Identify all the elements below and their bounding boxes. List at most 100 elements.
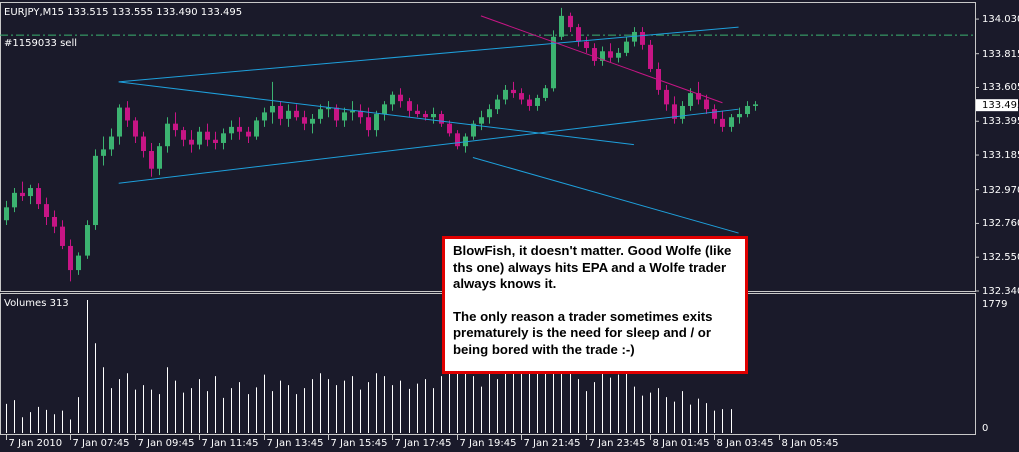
candle-body [398, 94, 403, 102]
candle-body [487, 109, 492, 118]
candle-body [133, 120, 138, 137]
candle [495, 94, 500, 115]
candle-body [648, 44, 653, 69]
candle-body [350, 110, 355, 113]
candle-body [165, 123, 170, 147]
candle [189, 130, 194, 153]
candle-body [672, 104, 677, 119]
candle [28, 184, 33, 205]
time-tick-label: 7 Jan 07:45 [72, 438, 130, 449]
candle-body [117, 107, 122, 137]
candle-body [431, 114, 436, 118]
note-paragraph-1: BlowFish, it doesn't matter. Good Wolfe … [453, 243, 732, 291]
candle-body [729, 117, 734, 127]
volume-bars [6, 300, 732, 433]
candle [262, 107, 267, 127]
candle [535, 94, 540, 111]
candle [664, 85, 669, 111]
candle [511, 81, 516, 98]
candle [294, 104, 299, 121]
candle [680, 101, 685, 124]
candle-body [254, 120, 259, 137]
candle [712, 104, 717, 124]
candle [398, 88, 403, 108]
candle [527, 94, 532, 111]
candle-body [4, 207, 9, 221]
time-tick-label: 7 Jan 13:45 [266, 438, 324, 449]
candle [20, 181, 25, 201]
candle-body [141, 136, 146, 152]
candle-body [584, 41, 589, 49]
candle [737, 107, 742, 124]
candle-body [455, 133, 460, 147]
candle-body [527, 99, 532, 106]
candle-body [286, 110, 291, 119]
candle [648, 40, 653, 73]
candle [125, 101, 130, 127]
candle-body [576, 27, 581, 42]
wolfe-trendline [118, 108, 739, 184]
candle [439, 110, 444, 127]
current-price-marker [976, 99, 1018, 112]
candle [133, 117, 138, 143]
candle-body [616, 52, 621, 58]
candle [576, 23, 581, 47]
candle [688, 88, 693, 111]
candle [382, 101, 387, 121]
candle-body [559, 15, 564, 37]
candle [503, 85, 508, 105]
candle [181, 126, 186, 147]
candle [447, 120, 452, 137]
candle-body [535, 97, 540, 106]
candle [109, 128, 114, 156]
candle-body [181, 130, 186, 140]
time-tick-label: 7 Jan 11:45 [201, 438, 259, 449]
candle [286, 104, 291, 127]
volume-tick-label: 1779 [982, 299, 1008, 310]
order-line-label: #1159033 sell [4, 38, 78, 49]
candle-body [358, 110, 363, 118]
candle-body [471, 123, 476, 137]
candle [753, 101, 758, 111]
candle [302, 110, 307, 131]
candle [729, 114, 734, 132]
wolfe-wave-lines[interactable] [118, 15, 739, 234]
candle-body [278, 105, 283, 119]
candle-body [753, 104, 758, 106]
candle-body [382, 104, 387, 115]
candle-body [415, 110, 420, 115]
candle [342, 107, 347, 127]
candle-body [664, 89, 669, 105]
time-tick-label: 7 Jan 15:45 [330, 438, 388, 449]
candle [254, 117, 259, 140]
candle [720, 110, 725, 132]
candle [52, 210, 57, 234]
candle [157, 142, 162, 176]
time-tick-label: 7 Jan 19:45 [459, 438, 517, 449]
price-tick-label: 133.605 [982, 82, 1019, 94]
candle [479, 110, 484, 131]
candle-body [36, 188, 41, 205]
candle [93, 149, 98, 230]
candle-body [543, 88, 548, 98]
candle [600, 46, 605, 66]
candle [559, 7, 564, 41]
candle [374, 110, 379, 137]
wolfe-trendline [118, 81, 634, 146]
candle-body [270, 105, 275, 113]
time-tick-label: 8 Jan 03:45 [716, 438, 774, 449]
candle [407, 97, 412, 118]
time-tick-label: 8 Jan 01:45 [652, 438, 710, 449]
candle-body [213, 139, 218, 143]
candle-body [737, 114, 742, 118]
candle-body [221, 133, 226, 143]
price-tick-label: 132.550 [982, 252, 1019, 264]
candle-body [28, 188, 33, 197]
candle-body [318, 109, 323, 119]
price-tick-label: 134.030 [982, 14, 1019, 26]
candle [141, 131, 146, 158]
volumes-indicator-label: Volumes 313 [4, 298, 69, 309]
candle-body [76, 255, 81, 271]
